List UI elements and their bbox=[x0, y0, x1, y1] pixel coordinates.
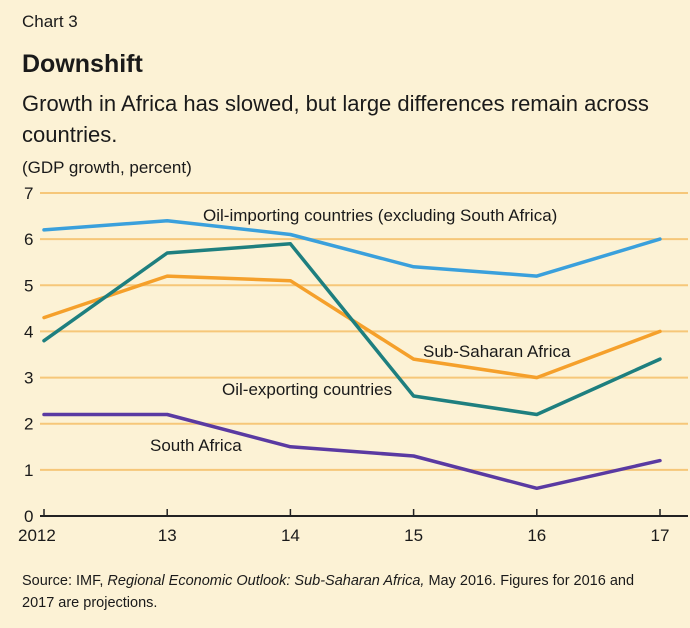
source-suffix: May 2016. Figures for 2016 and 2017 are … bbox=[22, 573, 635, 611]
chart-subtitle: Growth in Africa has slowed, but large d… bbox=[22, 91, 649, 147]
series-line-oil-exporting-countries bbox=[42, 242, 662, 417]
series-label-oil-exporting-countries: Oil-exporting countries bbox=[222, 380, 392, 399]
x-tick-label-17: 17 bbox=[651, 526, 670, 545]
x-tick-label-2012: 2012 bbox=[18, 526, 56, 545]
x-tick-label-15: 15 bbox=[404, 526, 423, 545]
y-tick-label-6: 6 bbox=[24, 230, 33, 249]
series-line-sub-saharan-africa bbox=[42, 274, 662, 380]
y-tick-label-7: 7 bbox=[24, 184, 33, 203]
series-label-oil-importing-countries-excluding-south-africa: Oil-importing countries (excluding South… bbox=[203, 206, 557, 225]
chart-number-label: Chart 3 bbox=[22, 12, 78, 31]
y-tick-label-4: 4 bbox=[24, 322, 33, 341]
y-tick-label-2: 2 bbox=[24, 415, 33, 434]
y-axis-unit-label: (GDP growth, percent) bbox=[22, 158, 192, 177]
source-note: Source: IMF, Regional Economic Outlook: … bbox=[22, 570, 662, 614]
chart-title: Downshift bbox=[22, 50, 143, 78]
series-label-sub-saharan-africa: Sub-Saharan Africa bbox=[423, 342, 571, 361]
source-publication: Regional Economic Outlook: Sub-Saharan A… bbox=[107, 573, 425, 589]
y-tick-label-3: 3 bbox=[24, 369, 33, 388]
y-tick-label-1: 1 bbox=[24, 461, 33, 480]
series-line-oil-importing-countries-excluding-south-africa bbox=[42, 218, 662, 278]
series-label-south-africa: South Africa bbox=[150, 436, 242, 455]
x-tick-label-14: 14 bbox=[281, 526, 300, 545]
source-prefix: Source: IMF, bbox=[22, 573, 108, 589]
series-line-south-africa bbox=[42, 412, 662, 491]
y-tick-label-0: 0 bbox=[24, 507, 33, 526]
y-tick-label-5: 5 bbox=[24, 276, 33, 295]
x-tick-label-16: 16 bbox=[527, 526, 546, 545]
x-tick-label-13: 13 bbox=[158, 526, 177, 545]
